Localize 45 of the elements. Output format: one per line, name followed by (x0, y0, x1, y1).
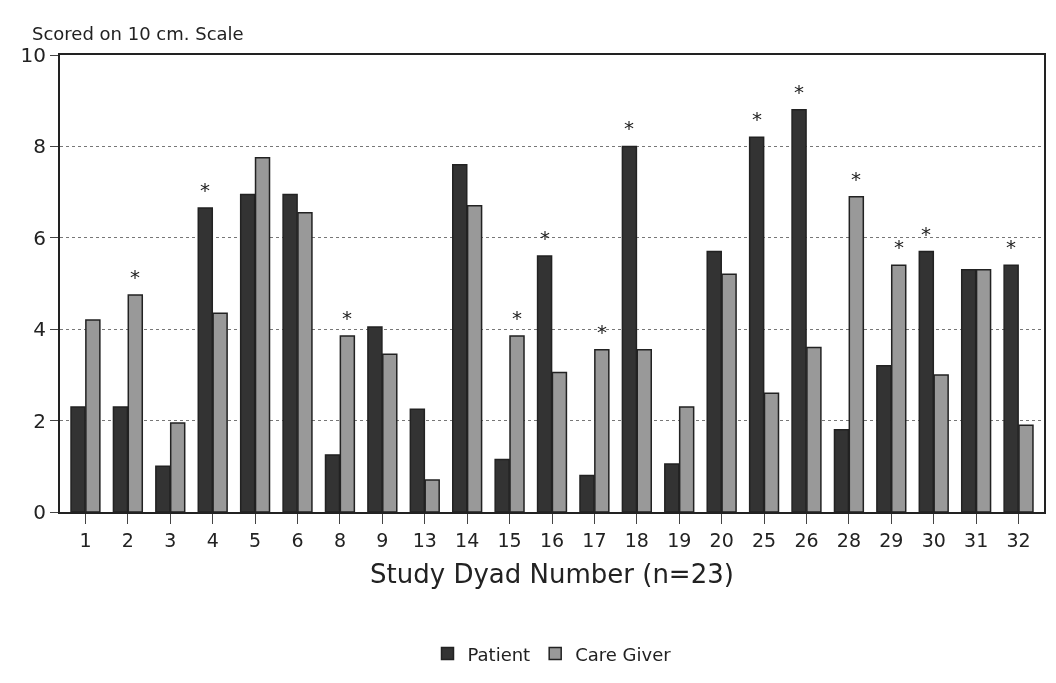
annotation: * (624, 116, 634, 140)
legend-label: Patient (467, 643, 531, 665)
x-tick-label: 5 (249, 528, 262, 551)
x-tick-label: 15 (497, 528, 522, 551)
x-tick-label: 4 (206, 528, 219, 551)
x-tick-label: 17 (582, 528, 607, 551)
annotation: * (1006, 235, 1016, 259)
annotation: * (342, 306, 352, 330)
annotation: * (130, 265, 140, 289)
x-tick-label: 19 (667, 528, 692, 551)
x-tick-label: 30 (921, 528, 946, 551)
x-tick-label: 18 (624, 528, 649, 551)
x-tick-label: 6 (291, 528, 304, 551)
legend-label: Care Giver (575, 643, 672, 665)
y-tick-label: 6 (33, 225, 46, 250)
annotation: * (894, 235, 904, 259)
x-tick-label: 31 (964, 528, 989, 551)
annotation: * (851, 167, 861, 191)
x-tick-label: 8 (333, 528, 346, 551)
x-tick-label: 26 (794, 528, 819, 551)
x-axis-title: Study Dyad Number (n=23) (370, 559, 734, 589)
annotation: * (512, 306, 522, 330)
x-tick-label: 25 (751, 528, 777, 551)
y-tick-label: 4 (33, 317, 46, 342)
y-tick-label: 10 (20, 43, 46, 67)
y-axis-title: Scored on 10 cm. Scale (32, 23, 244, 44)
x-tick-label: 28 (836, 528, 861, 551)
annotation: * (597, 320, 607, 344)
x-tick-label: 3 (164, 528, 177, 551)
annotation: * (794, 80, 804, 104)
x-tick-label: 14 (455, 528, 480, 551)
x-tick-label: 32 (1006, 528, 1031, 551)
x-tick-label: 9 (376, 528, 389, 551)
annotation: * (752, 107, 762, 131)
x-tick-label: 2 (121, 528, 134, 551)
y-tick-label: 8 (33, 134, 46, 159)
y-tick-label: 2 (33, 408, 46, 433)
x-tick-label: 20 (709, 528, 734, 551)
annotation: * (921, 222, 931, 246)
x-tick-label: 1 (79, 528, 92, 551)
x-tick-label: 13 (412, 528, 437, 551)
y-tick-label: 0 (33, 500, 46, 524)
x-tick-label: 16 (539, 528, 565, 551)
x-tick-label: 29 (879, 528, 904, 551)
annotation: * (200, 178, 210, 202)
